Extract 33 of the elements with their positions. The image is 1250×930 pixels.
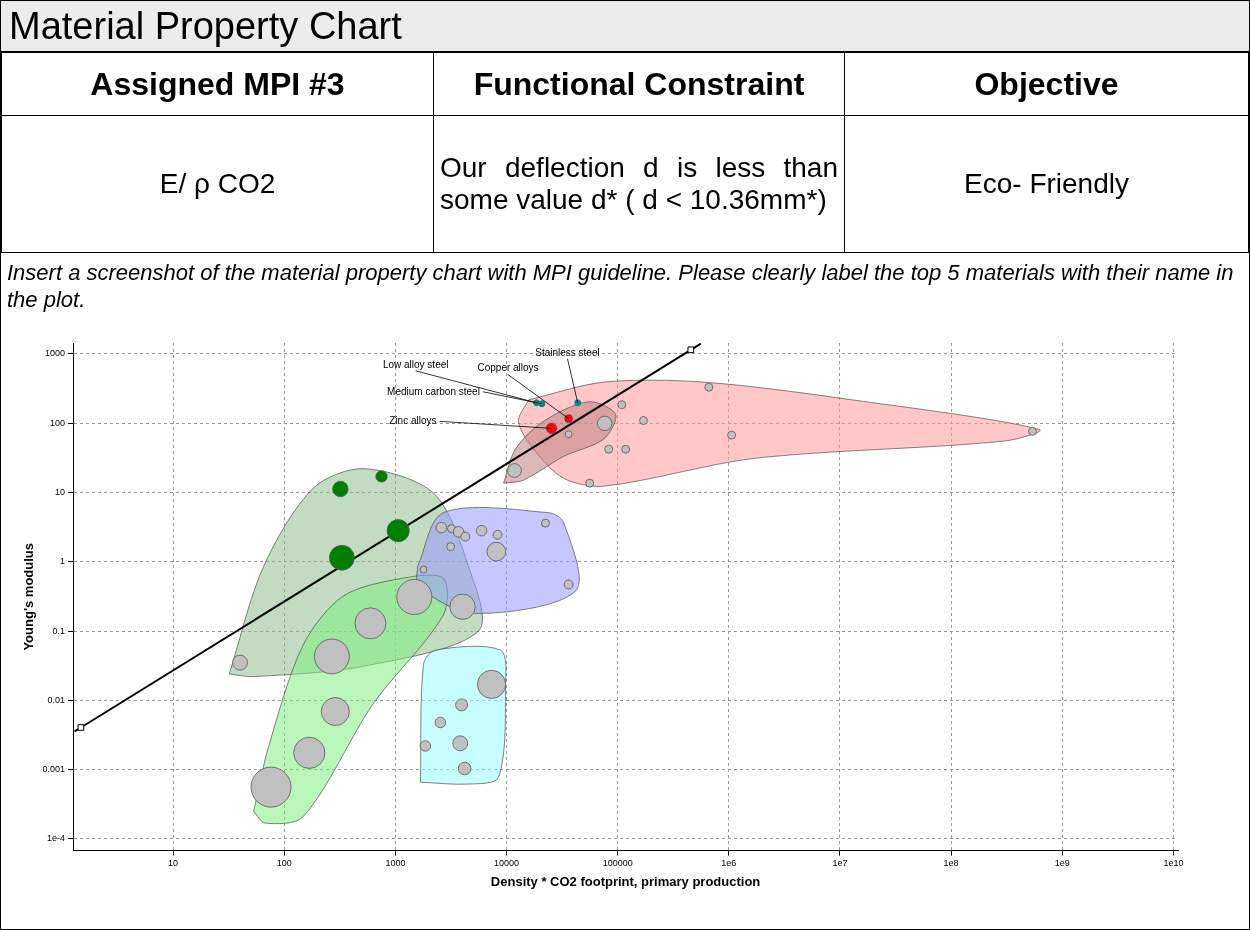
text: Insert a screenshot of the material property chart with MPI guideline. Please clearly label the top 5 materials with their name in the plot.	[6, 259, 1235, 314]
y-tick-label: 0.01	[47, 694, 66, 705]
y-axis-title: Young's modulus	[21, 543, 37, 651]
x-axis-title: Density * CO2 footprint, primary production	[490, 873, 761, 889]
y-tick-label: 0.1	[52, 625, 66, 636]
y-tick-label: 1000	[45, 348, 66, 359]
text: E/ ρ CO2	[1, 115, 434, 253]
x-tick-label: 1e7	[832, 858, 848, 869]
x-tick-label: 1e8	[943, 858, 959, 869]
annotation: Zinc alloys	[389, 415, 437, 427]
x-tick-label: 10	[168, 858, 179, 869]
text: Assigned MPI #3	[1, 52, 434, 116]
x-tick-label: 10000	[494, 858, 520, 869]
x-tick-label: 100	[276, 858, 292, 869]
chart-title: Material Property Chart	[1, 1, 1249, 52]
x-tick-label: 1e10	[1163, 858, 1184, 869]
x-tick-label: 100000	[602, 858, 633, 869]
text: Our deflection d is less than some value d* ( d < 10.36mm*)	[433, 115, 845, 253]
y-tick-label: 0.001	[42, 764, 66, 775]
annotation: Copper alloys	[477, 362, 539, 374]
text: Functional Constraint	[433, 52, 845, 116]
y-tick-label: 1	[60, 556, 66, 567]
text: Eco- Friendly	[844, 115, 1249, 253]
x-tick-label: 1e9	[1054, 858, 1070, 869]
y-tick-label: 10	[55, 486, 66, 497]
y-tick-label: 100	[50, 417, 66, 428]
annotation: Low alloy steel	[382, 358, 449, 370]
x-tick-label: 1e6	[721, 858, 737, 869]
x-tick-label: 1000	[385, 858, 406, 869]
y-tick-label: 1e-4	[47, 833, 66, 844]
annotation: Medium carbon steel	[387, 385, 480, 397]
annotation: Stainless steel	[535, 346, 600, 358]
text: Objective	[844, 52, 1249, 116]
